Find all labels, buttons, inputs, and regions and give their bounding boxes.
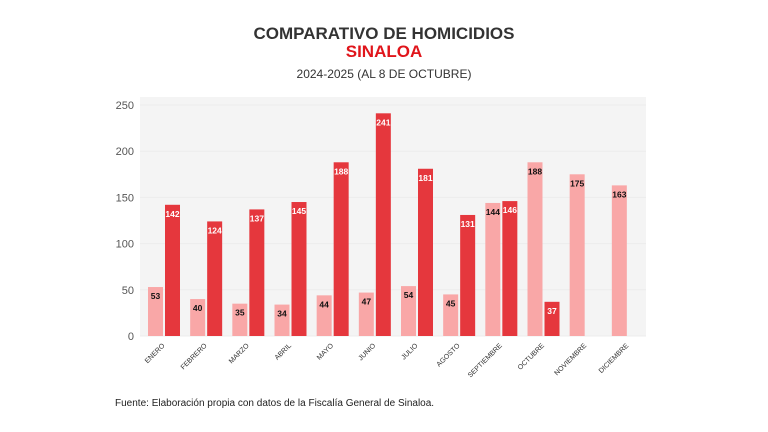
chart-title: COMPARATIVO DE HOMICIDIOS [253, 24, 515, 43]
x-tick-label: MAYO [316, 342, 336, 362]
data-label: 163 [612, 189, 626, 199]
data-label: 54 [404, 290, 414, 300]
data-label: 181 [418, 173, 432, 183]
data-label: 175 [570, 178, 584, 188]
x-tick-label: DICIEMBRE [598, 342, 631, 375]
bar [316, 295, 332, 336]
data-label: 146 [503, 205, 517, 215]
bar [460, 214, 476, 336]
data-label: 145 [292, 206, 306, 216]
source-note: Fuente: Elaboración propia con datos de … [115, 398, 435, 409]
bar [401, 286, 416, 336]
data-label: 35 [235, 308, 245, 318]
bar [165, 204, 180, 336]
bar [527, 162, 543, 336]
x-tick-label: OCTUBRE [517, 342, 546, 371]
y-tick-label: 200 [116, 146, 134, 158]
data-label: 144 [486, 207, 500, 217]
data-label: 137 [250, 213, 264, 223]
bar [502, 201, 518, 336]
x-tick-label: SEPTIEMBRE [467, 342, 504, 379]
x-tick-label: ABRIL [274, 342, 293, 361]
bar [418, 168, 433, 336]
bar [291, 202, 307, 336]
x-tick-label: JUNIO [358, 342, 378, 362]
x-tick-label: MARZO [228, 342, 251, 365]
x-tick-label: NOVIEMBRE [554, 342, 589, 377]
bar [485, 202, 501, 336]
data-label: 142 [165, 209, 179, 219]
data-label: 44 [319, 299, 329, 309]
bar [611, 185, 627, 336]
plot-area [140, 97, 646, 336]
x-tick-label: JULIO [401, 342, 420, 361]
data-label: 188 [334, 166, 348, 176]
bar [333, 162, 349, 336]
bar [232, 303, 248, 336]
data-label: 45 [446, 298, 456, 308]
y-tick-label: 150 [116, 192, 134, 204]
data-label: 37 [547, 306, 557, 316]
data-label: 241 [376, 117, 390, 127]
chart-subtitle: SINALOA [345, 42, 423, 61]
y-tick-label: 0 [128, 331, 134, 343]
bar [207, 221, 223, 336]
bar [358, 292, 374, 336]
data-label: 40 [193, 303, 203, 313]
data-label: 188 [528, 166, 542, 176]
bar [249, 209, 265, 336]
data-label: 34 [277, 309, 287, 319]
x-tick-label: AGOSTO [436, 342, 462, 368]
x-tick-label: ENERO [144, 342, 167, 365]
data-label: 47 [362, 297, 372, 307]
y-tick-label: 50 [122, 285, 134, 297]
x-tick-label: FEBRERO [180, 342, 209, 371]
bar [544, 301, 560, 336]
bar [274, 304, 290, 336]
chart-period: 2024-2025 (AL 8 DE OCTUBRE) [296, 67, 472, 81]
bar [569, 174, 585, 336]
bar [148, 287, 163, 336]
bar [190, 299, 206, 336]
data-label: 124 [208, 225, 222, 235]
data-label: 131 [461, 219, 475, 229]
bar [375, 113, 391, 336]
bar [443, 294, 459, 336]
y-tick-label: 250 [116, 100, 134, 112]
data-label: 53 [151, 291, 161, 301]
y-tick-label: 100 [116, 239, 134, 251]
